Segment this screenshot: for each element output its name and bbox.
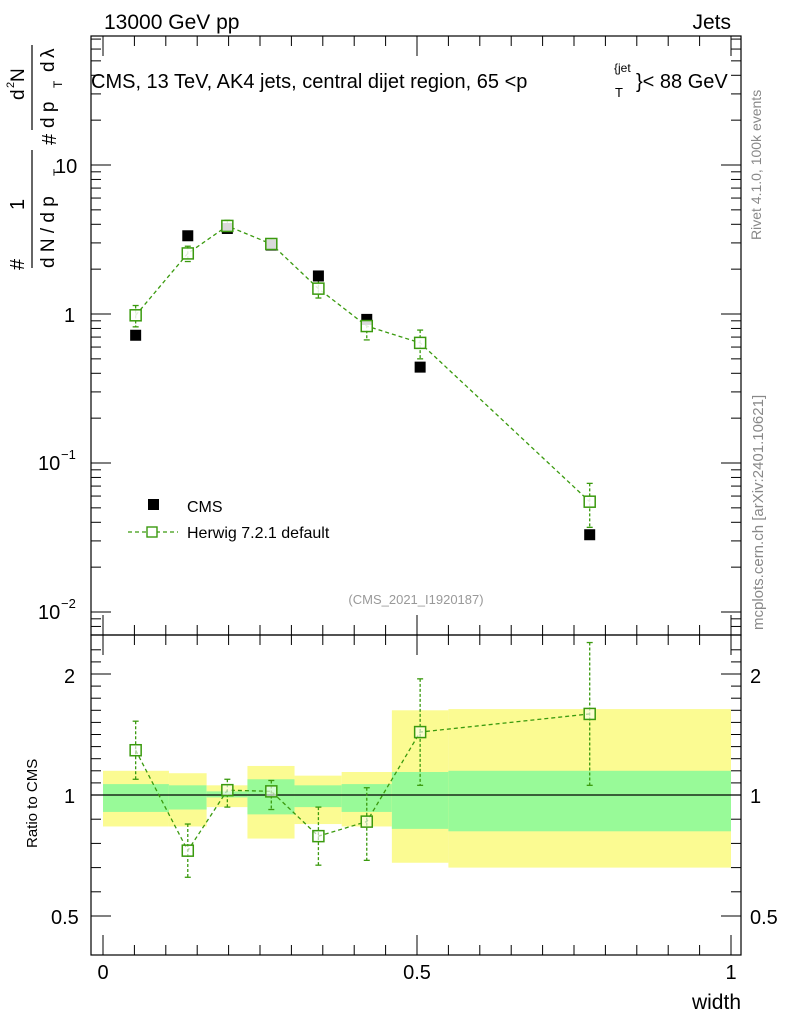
title-end: }< 88 GeV — [636, 71, 728, 93]
x-tick-labels: 0 0.5 1 — [97, 962, 736, 984]
band-green — [294, 785, 342, 808]
legend-cms-label: CMS — [187, 499, 223, 516]
ytick-0-1-exp: −1 — [61, 447, 76, 462]
band-green — [448, 770, 731, 832]
ylabel-sub-t-2: T — [51, 80, 65, 88]
xtick-0-5: 0.5 — [403, 962, 431, 984]
cms-point — [312, 270, 324, 282]
ylabel-d: d — [8, 89, 29, 100]
title-subscript: T — [615, 85, 623, 100]
ratio-y-tick-labels: 2 1 0.5 2 1 0.5 — [51, 666, 778, 929]
herwig-ratio-point — [181, 844, 195, 857]
cms-point — [130, 329, 142, 341]
axis-ticks — [91, 36, 741, 955]
ylabel-lambda: λ — [38, 48, 59, 58]
herwig-point — [413, 336, 427, 350]
ylabel-n: N — [8, 68, 29, 82]
y-axis-label: # 1 d N / d p T # d 2 N d p T d λ — [5, 45, 65, 270]
x-axis-label: width — [691, 991, 741, 1014]
band-green — [168, 785, 207, 810]
ylabel-one: 1 — [7, 199, 29, 210]
herwig-point — [360, 319, 374, 333]
herwig-point — [312, 282, 325, 295]
ylabel-dpt: d p — [38, 102, 59, 128]
ytick-10: 10 — [55, 156, 77, 178]
source-label: mcplots.cern.ch [arXiv:2401.10621] — [750, 395, 767, 630]
rtick-0-5-right: 0.5 — [750, 907, 778, 929]
ytick-0-1: 10 — [38, 453, 60, 475]
rtick-1-left: 1 — [64, 786, 75, 808]
herwig-ratio-point — [312, 829, 325, 843]
main-frame — [90, 35, 742, 636]
cms-point — [584, 529, 596, 541]
ytick-1: 1 — [64, 305, 75, 327]
main-y-tick-labels: 10 1 10 −1 10 −2 — [38, 156, 77, 624]
ylabel-d-lambda: d — [38, 61, 59, 72]
rtick-2-left: 2 — [64, 666, 75, 688]
herwig-ratio-point — [265, 785, 278, 798]
analysis-id: (CMS_2021_I1920187) — [348, 592, 483, 607]
legend: CMS Herwig 7.2.1 default — [128, 499, 330, 542]
ylabel-sup-2: 2 — [5, 82, 17, 88]
herwig-ratio-point — [221, 783, 234, 797]
legend-herwig-label: Herwig 7.2.1 default — [187, 525, 330, 542]
main-plot-data — [129, 219, 596, 541]
ytick-0-01: 10 — [38, 602, 60, 624]
plot-title: CMS, 13 TeV, AK4 jets, central dijet reg… — [91, 61, 728, 100]
herwig-point — [583, 495, 596, 508]
cms-point — [182, 230, 194, 242]
ylabel-sub-t-1: T — [51, 168, 65, 176]
ytick-0-01-exp: −2 — [61, 596, 76, 611]
ratio-plot-data — [129, 641, 596, 878]
herwig-point — [129, 309, 142, 322]
ratio-y-label: Ratio to CMS — [24, 759, 41, 848]
herwig-ratio-point — [360, 815, 374, 828]
legend-herwig-marker — [146, 526, 158, 538]
ylabel-hash-2: # — [39, 133, 61, 145]
rtick-2-right: 2 — [750, 666, 761, 688]
herwig-point — [221, 219, 234, 233]
xtick-0: 0 — [97, 962, 108, 984]
herwig-point — [265, 237, 278, 251]
ylabel-hash-1: # — [7, 258, 29, 270]
rtick-0-5-left: 0.5 — [51, 907, 79, 929]
herwig-ratio-line — [135, 713, 590, 852]
herwig-point — [181, 247, 195, 260]
rtick-1-right: 1 — [750, 786, 761, 808]
title-superscript: {jet — [614, 61, 631, 75]
herwig-line — [135, 225, 591, 503]
category-label: Jets — [692, 11, 731, 34]
herwig-ratio-point — [583, 707, 596, 721]
legend-cms-marker — [148, 499, 159, 510]
band-green — [103, 784, 169, 812]
ylabel-dn-dpt: d N / d p — [38, 196, 59, 268]
cms-point — [361, 313, 373, 325]
title-main: CMS, 13 TeV, AK4 jets, central dijet reg… — [91, 71, 527, 93]
herwig-ratio-point — [129, 743, 142, 757]
herwig-ratio-point — [413, 725, 427, 739]
rivet-label: Rivet 4.1.0, 100k events — [748, 90, 764, 240]
xtick-1: 1 — [725, 962, 736, 984]
energy-label: 13000 GeV pp — [104, 11, 239, 34]
cms-point — [414, 361, 426, 373]
